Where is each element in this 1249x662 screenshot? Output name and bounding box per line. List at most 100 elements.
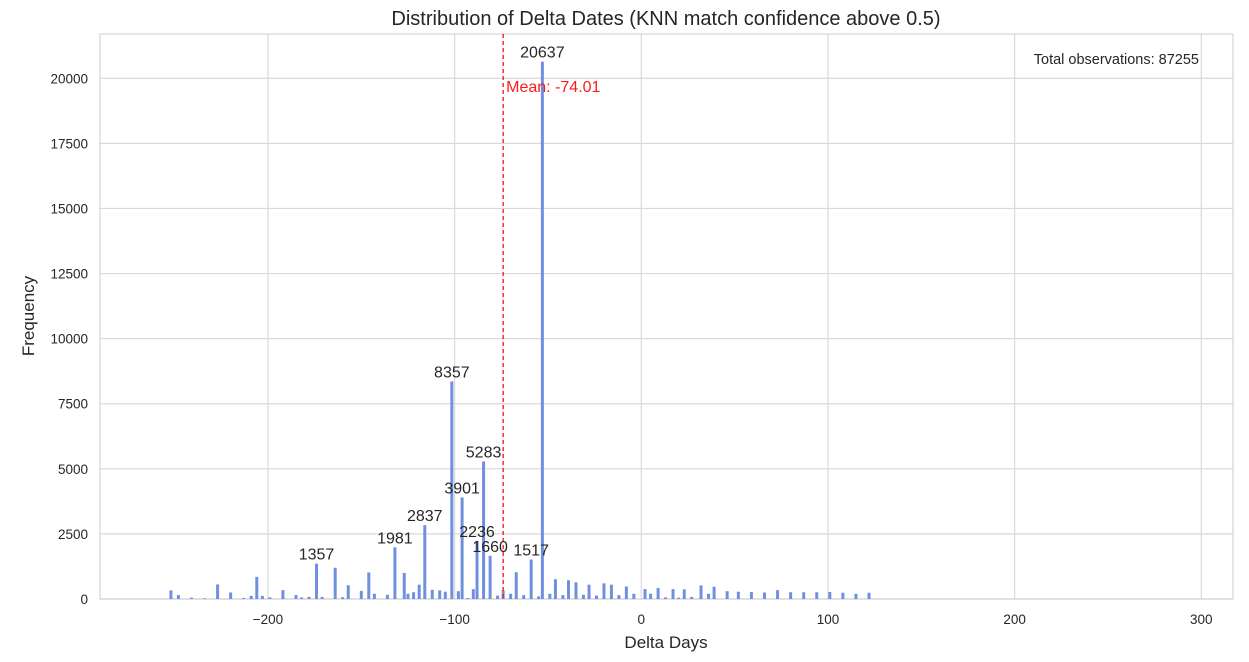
histogram-bar (189, 597, 193, 599)
histogram-bar (242, 597, 246, 599)
histogram-bar (867, 592, 871, 599)
histogram-bar (385, 594, 389, 599)
y-tick-label: 20000 (50, 71, 88, 86)
histogram-bar (496, 595, 500, 599)
y-tick-label: 7500 (58, 397, 88, 412)
bar-value-label: 20637 (520, 45, 565, 62)
histogram-bar (423, 525, 427, 599)
grid-lines (100, 34, 1233, 600)
histogram-bar (736, 591, 740, 599)
histogram-bar (281, 590, 285, 599)
histogram-bar (488, 555, 492, 599)
histogram-bar (300, 597, 304, 599)
histogram-bar (393, 547, 397, 599)
histogram-bar (529, 559, 533, 599)
histogram-bar (456, 591, 460, 599)
histogram-bar (294, 595, 298, 599)
histogram-bar (841, 592, 845, 599)
histogram-bar (776, 590, 780, 599)
bar-value-label: 2236 (459, 524, 495, 541)
bar-value-labels: 1357 1981 2837 8357 3901 2236 5283 1660 1517 2063… (299, 45, 565, 564)
histogram-bar (402, 572, 406, 599)
bar-value-label: 5283 (466, 444, 502, 461)
bar-value-label: 1357 (299, 547, 335, 564)
histogram-bar (789, 592, 793, 599)
y-tick-label: 15000 (50, 201, 88, 216)
histogram-bar (682, 589, 686, 599)
histogram-bar (346, 585, 350, 599)
histogram-bar (514, 572, 518, 599)
histogram-bar (854, 593, 858, 599)
histogram-bar (699, 585, 703, 599)
histogram-bar (333, 567, 337, 599)
histogram-bar (522, 595, 526, 599)
histogram-bar (643, 589, 647, 599)
x-tick-label: 100 (817, 612, 840, 627)
histogram-bar (176, 595, 180, 599)
histogram-bar (802, 592, 806, 599)
histogram-bar (359, 590, 363, 599)
histogram-bar (367, 572, 371, 599)
histogram-bar (749, 591, 753, 599)
histogram-bar (707, 593, 710, 599)
x-tick-label: 0 (638, 612, 646, 627)
histogram-bar (656, 588, 660, 599)
histogram-bars (169, 61, 871, 600)
histogram-bar (315, 563, 319, 599)
bar-value-label: 3901 (444, 480, 480, 497)
histogram-bar (828, 591, 832, 599)
histogram-bar (712, 586, 716, 599)
histogram-bar (417, 584, 421, 599)
histogram-bar (587, 584, 591, 599)
histogram-bar (509, 593, 513, 599)
x-tick-label: 200 (1003, 612, 1026, 627)
histogram-bar (260, 595, 264, 599)
histogram-bar (249, 595, 253, 599)
histogram-bar (540, 61, 544, 600)
y-tick-label: 2500 (58, 527, 88, 542)
chart-title: Distribution of Delta Dates (KNN match c… (391, 8, 940, 30)
x-tick-labels: −200 −100 0 100 200 300 (253, 612, 1213, 627)
histogram-bar (561, 595, 565, 599)
histogram-bar (169, 590, 173, 599)
histogram-bar (815, 592, 819, 599)
histogram-bar (624, 586, 628, 599)
histogram-bar (430, 589, 434, 599)
histogram-bar (581, 594, 585, 599)
histogram-bar (632, 593, 636, 599)
histogram-bar (268, 597, 272, 599)
bar-value-label: 1660 (472, 539, 508, 556)
y-axis-label: Frequency (19, 275, 38, 356)
histogram-bar (482, 461, 486, 599)
histogram-bar (412, 592, 416, 599)
histogram-bar (307, 596, 311, 599)
histogram-bar (372, 593, 376, 599)
histogram-bar (471, 589, 475, 599)
bar-value-label: 2837 (407, 508, 443, 525)
histogram-bar (649, 593, 653, 599)
histogram-bar (574, 582, 578, 599)
bar-value-label: 1981 (377, 530, 413, 547)
histogram-bar (229, 592, 233, 599)
histogram-bar (677, 597, 681, 599)
histogram-bar (466, 597, 470, 599)
histogram-bar (553, 579, 557, 599)
x-tick-label: −200 (253, 612, 283, 627)
histogram-bar (617, 595, 621, 599)
bar-value-label: 1517 (513, 543, 549, 560)
total-observations-annotation: Total observations: 87255 (1034, 52, 1199, 68)
histogram-bar (216, 584, 220, 599)
histogram-bar (567, 580, 570, 599)
histogram-bar (438, 590, 442, 599)
bar-value-label: 8357 (434, 364, 470, 381)
histogram-bar (203, 598, 207, 599)
y-tick-label: 12500 (50, 267, 88, 282)
histogram-bar (460, 497, 464, 599)
x-tick-label: 300 (1190, 612, 1213, 627)
histogram-bar (548, 593, 552, 599)
histogram-bar (671, 589, 675, 599)
histogram-bar (725, 591, 729, 599)
histogram-bar (320, 596, 324, 599)
